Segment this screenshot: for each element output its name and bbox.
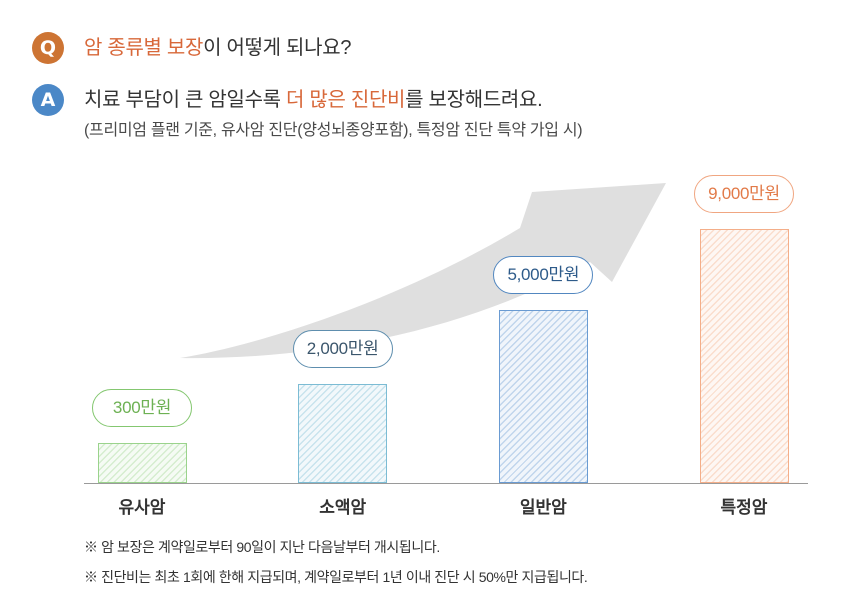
value-label-general-cancer: 5,000만원 — [493, 255, 594, 294]
value-label-similar-cancer: 300만원 — [92, 388, 192, 427]
answer-text: 치료 부담이 큰 암일수록 더 많은 진단비를 보장해드려요. — [84, 84, 543, 116]
category-label-similar-cancer: 유사암 — [118, 498, 166, 517]
chart-baseline — [84, 483, 808, 484]
bar-similar-cancer — [97, 442, 187, 483]
value-label-minor-cancer: 2,000만원 — [292, 329, 393, 368]
answer-badge: A — [32, 84, 64, 116]
bar-minor-cancer — [298, 383, 388, 483]
value-label-specific-cancer: 9,000만원 — [694, 175, 794, 213]
question-highlight: 암 종류별 보장 — [84, 37, 204, 59]
curved-arrow-path — [180, 183, 666, 359]
answer-text-after: 를 보장해드려요. — [405, 89, 543, 111]
category-label-general-cancer: 일반암 — [519, 498, 567, 517]
answer-text-before: 치료 부담이 큰 암일수록 — [84, 89, 287, 111]
question-text: 암 종류별 보장이 어떻게 되나요? — [84, 32, 351, 64]
answer-note: (프리미엄 플랜 기준, 유사암 진단(양성뇌종양포함), 특정암 진단 특약 … — [84, 122, 583, 139]
question-rest: 이 어떻게 되나요? — [203, 37, 352, 59]
question-badge: Q — [32, 32, 64, 64]
bar-specific-cancer — [699, 229, 789, 483]
footnote-payment-limit: ※ 진단비는 최초 1회에 한해 지급되며, 계약일로부터 1년 이내 진단 시… — [84, 569, 588, 585]
footnote-coverage-start: ※ 암 보장은 계약일로부터 90일이 지난 다음날부터 개시됩니다. — [84, 539, 440, 555]
bar-general-cancer — [498, 309, 588, 483]
category-label-specific-cancer: 특정암 — [720, 498, 768, 517]
answer-highlight: 더 많은 진단비 — [286, 89, 406, 111]
category-label-minor-cancer: 소액암 — [319, 498, 367, 517]
